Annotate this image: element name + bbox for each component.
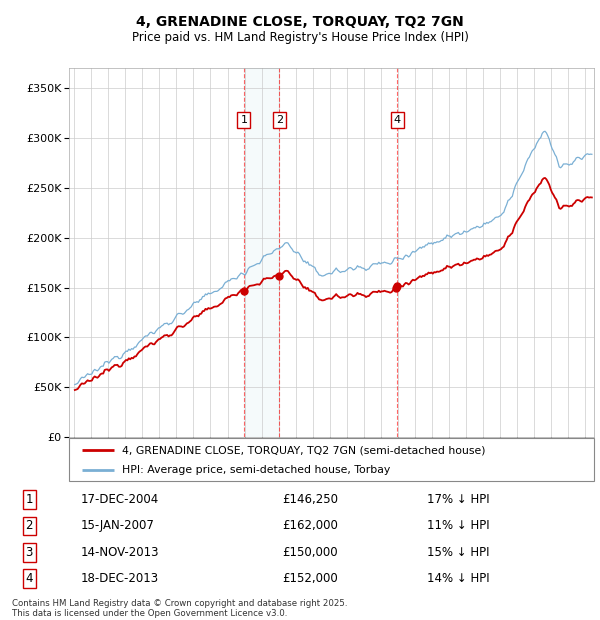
Text: HPI: Average price, semi-detached house, Torbay: HPI: Average price, semi-detached house,… [121,464,390,474]
Text: 4: 4 [394,115,401,125]
Text: 2: 2 [276,115,283,125]
Text: £162,000: £162,000 [283,520,338,533]
Text: 17-DEC-2004: 17-DEC-2004 [81,494,160,507]
Text: 3: 3 [26,546,33,559]
Text: 14% ↓ HPI: 14% ↓ HPI [427,572,490,585]
Text: 18-DEC-2013: 18-DEC-2013 [81,572,159,585]
Text: Contains HM Land Registry data © Crown copyright and database right 2025.
This d: Contains HM Land Registry data © Crown c… [12,599,347,618]
Text: 17% ↓ HPI: 17% ↓ HPI [427,494,490,507]
Text: 15% ↓ HPI: 15% ↓ HPI [427,546,489,559]
Text: 15-JAN-2007: 15-JAN-2007 [81,520,155,533]
Text: £150,000: £150,000 [283,546,338,559]
Text: 2: 2 [26,520,33,533]
Bar [244,68,280,437]
Text: £152,000: £152,000 [283,572,338,585]
Text: 11% ↓ HPI: 11% ↓ HPI [427,520,490,533]
Text: 4: 4 [26,572,33,585]
Text: Price paid vs. HM Land Registry's House Price Index (HPI): Price paid vs. HM Land Registry's House … [131,31,469,44]
Text: 14-NOV-2013: 14-NOV-2013 [81,546,160,559]
FancyBboxPatch shape [69,438,594,480]
Text: 4, GRENADINE CLOSE, TORQUAY, TQ2 7GN (semi-detached house): 4, GRENADINE CLOSE, TORQUAY, TQ2 7GN (se… [121,445,485,455]
Text: 1: 1 [241,115,247,125]
Text: £146,250: £146,250 [283,494,339,507]
Text: 4, GRENADINE CLOSE, TORQUAY, TQ2 7GN: 4, GRENADINE CLOSE, TORQUAY, TQ2 7GN [136,16,464,30]
Text: 1: 1 [26,494,33,507]
